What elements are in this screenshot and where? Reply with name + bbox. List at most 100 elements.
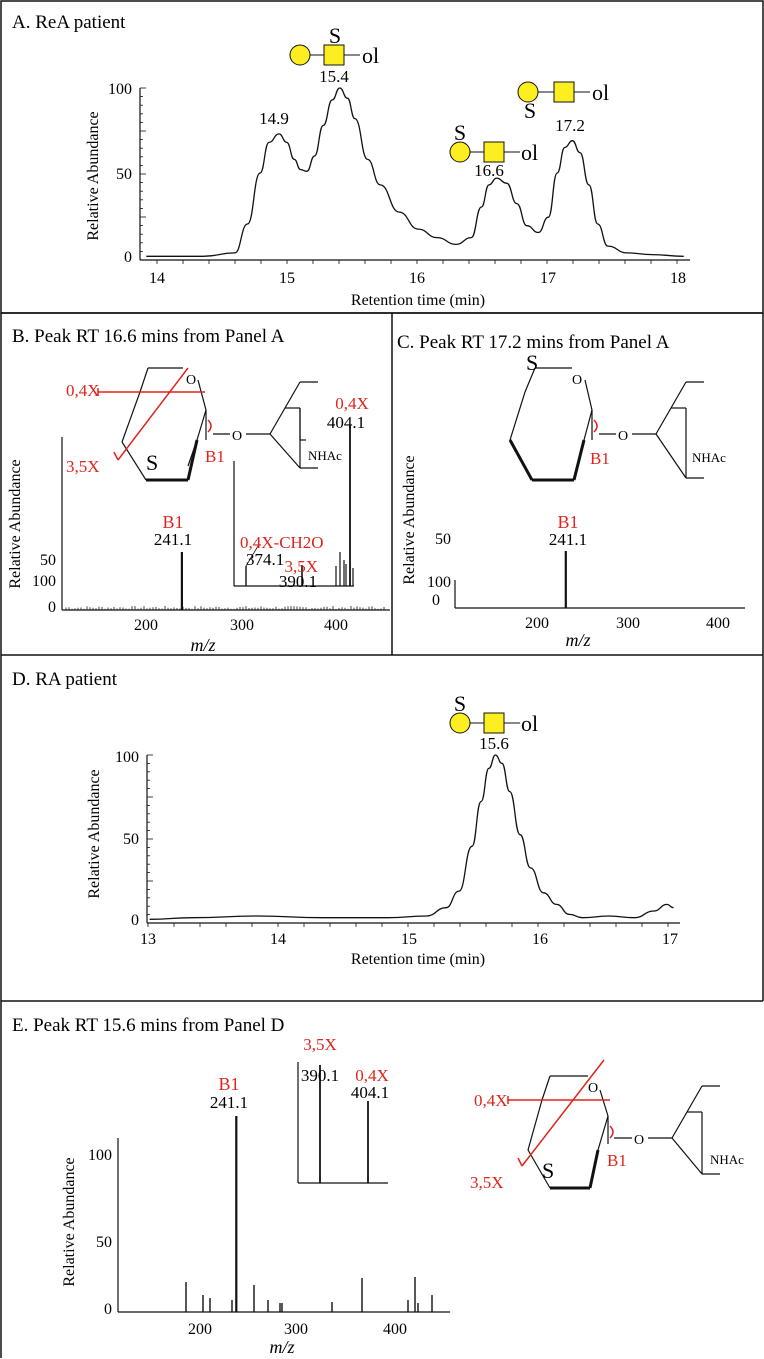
- sulfate-label: S: [454, 691, 466, 716]
- panel-e-chart: 100 50 0 200 300 400 m/z Relative Abunda…: [61, 1035, 450, 1357]
- glycan-a-15.4: S ol: [289, 23, 379, 68]
- panel-c-xtick-200: 200: [525, 615, 549, 632]
- panel-e-xlabel: m/z: [269, 1337, 294, 1357]
- glycan-a-17.2: S ol: [517, 80, 609, 123]
- panel-a-xtick-18: 18: [670, 270, 686, 287]
- sulfate-label: S: [329, 23, 341, 48]
- panel-e-inset-label-390: 390.1: [301, 1066, 339, 1085]
- galactose-icon: [449, 712, 471, 734]
- panel-e-inset-label-404: 404.1: [351, 1083, 389, 1102]
- panel-a-minor-ticks: [140, 87, 678, 264]
- panel-d-peak-label-15.6: 15.6: [479, 734, 509, 753]
- alditol-label: ol: [521, 140, 538, 165]
- alditol-label: ol: [362, 43, 379, 68]
- panel-b-xtick-300: 300: [230, 617, 254, 634]
- panel-b-xlabel: m/z: [190, 635, 215, 655]
- panel-b-ylabel: Relative Abundance: [7, 459, 24, 588]
- galnac-icon: [553, 81, 575, 103]
- panel-a-ytick-0: 0: [124, 249, 132, 266]
- panel-d-xtick-15: 15: [401, 931, 417, 948]
- panel-b-peak-ion: B1: [162, 512, 183, 532]
- panel-b-x04: 0,4X: [66, 381, 100, 400]
- panel-e-xtick-400: 400: [383, 1321, 407, 1338]
- panel-d-trace: [149, 754, 674, 920]
- panel-c-peak-ion: B1: [557, 512, 578, 532]
- panel-a-ytick-100: 100: [108, 81, 132, 98]
- panel-b-chart: 100 50 0 200 300 400 m/z Relative Abunda…: [7, 394, 390, 655]
- panel-b-structure: O O NHAc S 0,4X 3,5X B1: [66, 367, 342, 482]
- panel-d-xlabel: Retention time (min): [351, 951, 485, 968]
- panel-b-noise: [65, 606, 385, 610]
- panel-c-b1: B1: [590, 449, 610, 468]
- panel-a-xtick-16: 16: [409, 270, 425, 287]
- panel-e-x04: 0,4X: [474, 1091, 508, 1110]
- panel-c-sulfate: S: [526, 350, 538, 375]
- panel-e-peak-ion: B1: [218, 1074, 239, 1094]
- panel-e-sulfate: S: [542, 1158, 554, 1183]
- panel-c-xtick-300: 300: [616, 615, 640, 632]
- panel-c-xlabel: m/z: [565, 630, 590, 650]
- panel-a-xtick-14: 14: [149, 270, 165, 287]
- galnac-icon: [483, 712, 505, 734]
- panel-e-inset-ion-390: 3,5X: [303, 1035, 337, 1054]
- glycan-a-16.6: S ol: [449, 120, 538, 165]
- panel-b-xtick-200: 200: [134, 617, 158, 634]
- panel-c-title: C. Peak RT 17.2 mins from Panel A: [397, 332, 670, 353]
- panel-b-link-o: O: [232, 429, 242, 444]
- panel-c-ylabel: Relative Abundance: [401, 455, 418, 584]
- panel-d-ytick-50: 50: [123, 831, 139, 848]
- panel-e-ring-o: O: [588, 1081, 598, 1096]
- panel-b-inset-label-404: 404.1: [327, 413, 365, 432]
- panel-e-title: E. Peak RT 15.6 mins from Panel D: [12, 1015, 284, 1036]
- panel-a-chart: 100 50 0 14 15 16 17 18 Retention time (…: [85, 23, 690, 309]
- galnac-icon: [483, 141, 505, 163]
- panel-d-chart: 100 50 0 13 14 15 16 17 Retention time (…: [86, 691, 680, 968]
- sulfate-label: S: [524, 98, 536, 123]
- panel-d-xtick-14: 14: [270, 931, 286, 948]
- panel-a-xlabel: Retention time (min): [351, 292, 485, 309]
- panel-b-ring-o: O: [186, 373, 196, 388]
- panel-b-title: B. Peak RT 16.6 mins from Panel A: [12, 326, 285, 347]
- panel-c-ytick-50: 50: [435, 531, 451, 548]
- panel-e-ytick-0: 0: [104, 1301, 112, 1318]
- panel-c-ring-o: O: [572, 373, 582, 388]
- panel-e-xtick-300: 300: [284, 1321, 308, 1338]
- panel-a-trace: [146, 87, 684, 257]
- galactose-icon: [449, 141, 471, 163]
- panel-c-link-o: O: [618, 429, 628, 444]
- glycan-d-15.6: S ol: [449, 691, 538, 736]
- alditol-label: ol: [521, 711, 538, 736]
- panel-e-b1: B1: [607, 1151, 627, 1170]
- panel-b-inset-ion-404: 0,4X: [335, 394, 369, 413]
- panel-e-ylabel: Relative Abundance: [61, 1157, 78, 1286]
- panel-a-frame: [0, 0, 764, 314]
- panel-d-ylabel: Relative Abundance: [86, 769, 103, 898]
- panel-e-inset-ion-404: 0,4X: [355, 1066, 389, 1085]
- panel-e-x35: 3,5X: [470, 1173, 504, 1192]
- galactose-icon: [517, 81, 539, 103]
- panel-a-title: A. ReA patient: [12, 12, 126, 33]
- panel-d-minor-ticks: [147, 754, 669, 927]
- panel-b-inset-label-374: 374.1: [246, 550, 284, 569]
- panel-e-ytick-50: 50: [96, 1234, 112, 1251]
- panel-b-peak-label: 241.1: [154, 530, 192, 549]
- panel-c-structure: S O O NHAc B1: [508, 350, 726, 482]
- panel-b-sulfate: S: [146, 450, 158, 475]
- panel-d-title: D. RA patient: [12, 669, 118, 690]
- panel-c-peak-label: 241.1: [549, 530, 587, 549]
- galactose-icon: [289, 44, 311, 66]
- panel-b-xtick-400: 400: [324, 617, 348, 634]
- panel-b-ytick-100: 100: [32, 573, 56, 590]
- panel-b-nhac: NHAc: [308, 448, 342, 463]
- panel-b-b1: B1: [205, 447, 225, 466]
- panel-a-peak-label-15.4: 15.4: [319, 67, 349, 86]
- alditol-label: ol: [592, 80, 609, 105]
- panel-b-ytick-0: 0: [48, 599, 56, 616]
- panel-e-xtick-200: 200: [188, 1321, 212, 1338]
- panel-b-inset-ion-390: 3,5X: [284, 557, 318, 576]
- panel-b-ytick-50: 50: [40, 552, 56, 569]
- panel-c-xtick-400: 400: [706, 615, 730, 632]
- panel-c-ytick-0: 0: [432, 592, 440, 609]
